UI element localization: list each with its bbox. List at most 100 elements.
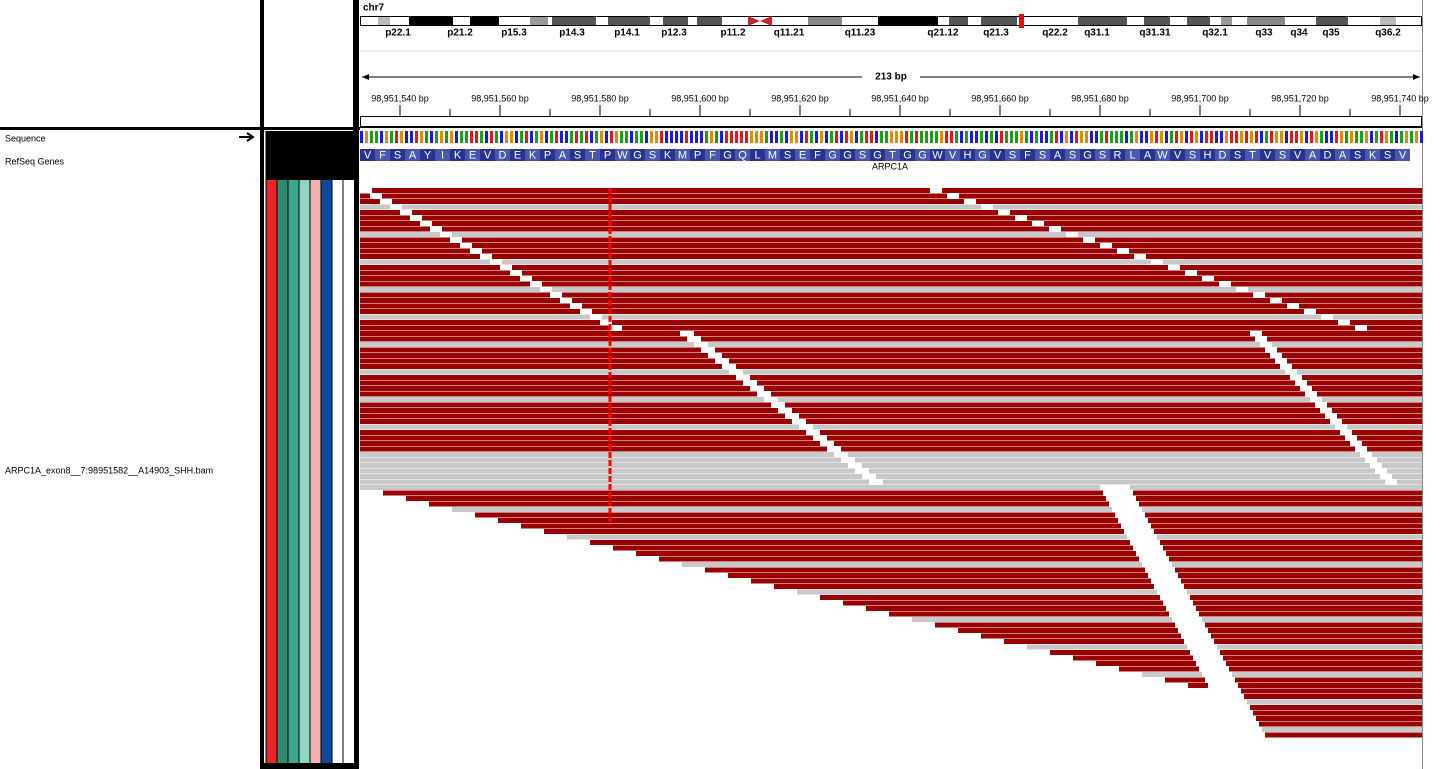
read (1214, 276, 1422, 281)
ruler-tick-label: 98,951,720 bp (1271, 93, 1329, 103)
amino-acid: T (589, 149, 596, 161)
read (602, 314, 1321, 320)
span-label: 213 bp (875, 72, 907, 83)
base (1045, 131, 1048, 143)
read (360, 435, 813, 441)
read (876, 474, 1380, 479)
amino-acid: K (529, 149, 537, 161)
cytoband (1380, 17, 1396, 25)
codon (780, 149, 795, 161)
read (432, 221, 1032, 226)
base (725, 131, 728, 143)
amino-acid: A (1309, 149, 1317, 161)
read (636, 551, 1136, 556)
base (980, 131, 983, 143)
codon (630, 149, 645, 161)
base (1365, 131, 1368, 143)
base (1055, 131, 1058, 143)
read (1337, 413, 1422, 419)
cytoband (608, 17, 650, 25)
ruler-tick-label: 98,951,680 bp (1071, 93, 1129, 103)
codon (1170, 149, 1185, 161)
read (1190, 595, 1422, 600)
base (640, 131, 643, 143)
base (575, 131, 578, 143)
read (360, 408, 778, 413)
attribute-cell[interactable] (277, 180, 288, 763)
ruler-tick-label: 98,951,620 bp (771, 93, 829, 103)
cytoband (949, 17, 968, 25)
strand-arrow[interactable] (239, 132, 255, 142)
attribute-header (266, 131, 277, 180)
amino-acid: G (723, 149, 732, 161)
read (799, 413, 1325, 419)
base (625, 131, 628, 143)
base (975, 131, 978, 143)
base (1100, 131, 1103, 143)
read (1096, 661, 1196, 666)
attribute-header (332, 131, 343, 180)
band-label: q31.31 (1139, 28, 1171, 39)
attribute-cell[interactable] (310, 180, 321, 763)
read (360, 485, 1100, 490)
base (650, 131, 653, 143)
amino-acid: V (1294, 149, 1302, 161)
codon (1275, 149, 1290, 161)
read (1188, 683, 1208, 688)
amino-acid: M (768, 149, 777, 161)
attribute-cell[interactable] (299, 180, 310, 763)
divider (353, 0, 357, 769)
attribute-cell[interactable] (321, 180, 332, 763)
codon (765, 149, 780, 161)
read (1205, 622, 1422, 628)
codon (555, 149, 570, 161)
read (1027, 215, 1422, 221)
read (360, 303, 570, 309)
base (1125, 131, 1128, 143)
read (959, 193, 1422, 199)
track-name[interactable]: ARPC1A_exon8__7:98951582__A14903_SHH.bam (5, 465, 213, 475)
divider (1422, 0, 1423, 769)
read (360, 204, 390, 210)
amino-acid: A (559, 149, 567, 161)
read (452, 507, 1112, 512)
read (715, 347, 1265, 353)
track-name[interactable]: Sequence (5, 133, 46, 143)
base (660, 131, 663, 143)
base (890, 131, 893, 143)
base (610, 131, 613, 143)
codon (825, 149, 840, 161)
attribute-cell[interactable] (332, 180, 343, 763)
base (595, 131, 598, 143)
base (1000, 131, 1003, 143)
attribute-cell[interactable] (266, 180, 277, 763)
base (525, 131, 528, 143)
read (1214, 639, 1422, 644)
codon (1200, 149, 1215, 161)
read (567, 534, 1127, 540)
base (475, 131, 478, 143)
read (1160, 540, 1422, 545)
read (1248, 287, 1422, 292)
amino-acid: E (514, 149, 521, 161)
base (455, 131, 458, 143)
codon (960, 149, 975, 161)
amino-acid: A (1054, 149, 1062, 161)
base (910, 131, 913, 143)
base (1300, 131, 1303, 143)
read (806, 419, 1330, 424)
centromere (748, 16, 772, 26)
base (880, 131, 883, 143)
track-name[interactable]: RefSeq Genes (5, 156, 65, 166)
base (430, 131, 433, 143)
attribute-cell[interactable] (343, 180, 354, 763)
base (375, 131, 378, 143)
read (1169, 556, 1422, 562)
read (360, 265, 500, 270)
codon (405, 149, 420, 161)
read (1165, 677, 1205, 683)
attribute-cell[interactable] (288, 180, 299, 763)
codon (1020, 149, 1035, 161)
read (360, 364, 722, 369)
